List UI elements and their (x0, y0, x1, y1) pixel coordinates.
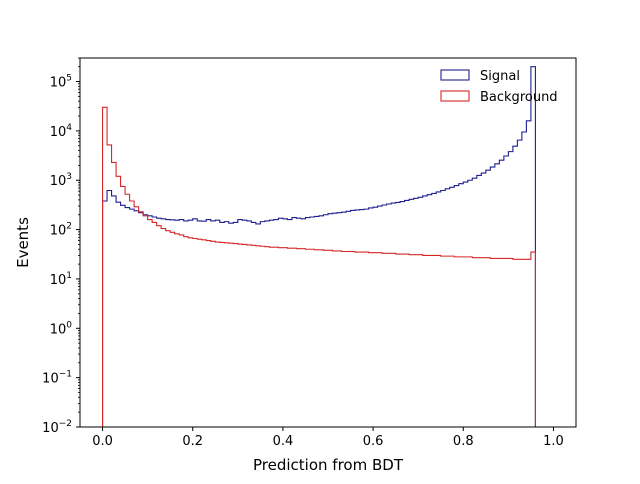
y-tick-label: 103 (50, 172, 72, 189)
x-tick-label: 1.0 (543, 434, 564, 449)
y-tick-label: 100 (50, 320, 73, 337)
x-tick-label: 0.8 (453, 434, 474, 449)
y-tick-label: 104 (50, 123, 73, 140)
legend: Signal Background (440, 69, 558, 105)
histogram-background (102, 106, 536, 427)
histogram-signal (102, 66, 536, 427)
y-tick-label: 10−2 (42, 419, 72, 436)
x-axis-title: Prediction from BDT (253, 456, 404, 474)
y-tick-label: 101 (50, 271, 72, 288)
legend-swatch-background (440, 90, 470, 102)
y-tick-label: 10−1 (42, 370, 72, 387)
legend-label-background: Background (480, 90, 558, 105)
x-tick-label: 0.0 (92, 434, 113, 449)
plot-frame (79, 57, 577, 428)
x-tick-label: 0.4 (273, 434, 294, 449)
x-tick-label: 0.2 (182, 434, 203, 449)
legend-swatch-signal (440, 69, 470, 81)
y-tick-label: 105 (50, 74, 72, 91)
y-axis-title: Events (14, 217, 32, 268)
y-axis: 10−2 10−1 100 101 102 103 104 105 (42, 57, 80, 436)
legend-label-signal: Signal (480, 69, 520, 84)
y-tick-label: 102 (50, 222, 72, 239)
x-tick-label: 0.6 (363, 434, 384, 449)
x-axis: 0.0 0.2 0.4 0.6 0.8 1.0 (92, 427, 564, 449)
